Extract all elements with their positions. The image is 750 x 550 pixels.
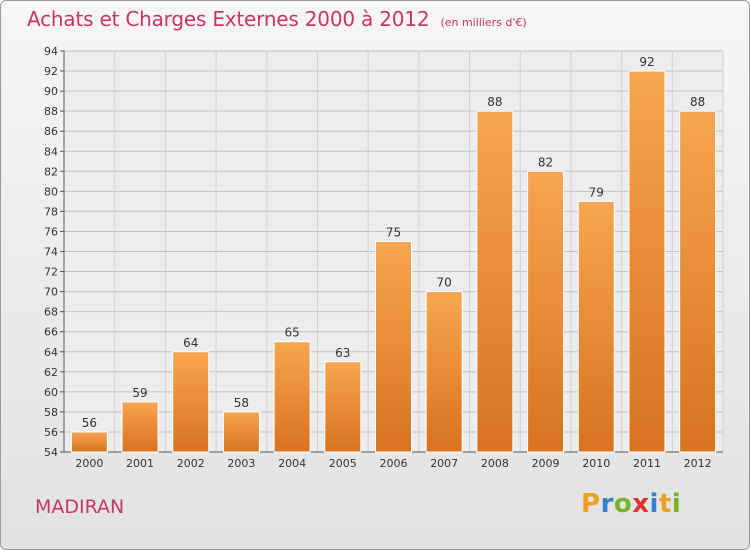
y-tick-label: 86	[44, 125, 58, 138]
proxiti-logo[interactable]: Proxiti	[581, 489, 681, 519]
chart-title: Achats et Charges Externes 2000 à 2012	[27, 7, 430, 31]
bar-value-label: 58	[234, 396, 249, 410]
bar	[273, 341, 311, 453]
y-tick-label: 54	[44, 446, 58, 459]
bar	[121, 401, 159, 453]
x-tick-label: 2001	[126, 457, 154, 470]
x-tick-label: 2011	[633, 457, 661, 470]
y-tick-label: 62	[44, 366, 58, 379]
x-tick-label: 2007	[430, 457, 458, 470]
bar	[679, 110, 717, 453]
y-tick-label: 66	[44, 326, 58, 339]
y-tick-label: 76	[44, 225, 58, 238]
title-row: Achats et Charges Externes 2000 à 2012 (…	[27, 7, 527, 31]
logo-letter: x	[632, 489, 650, 519]
x-tick-label: 2003	[227, 457, 255, 470]
y-tick-label: 82	[44, 165, 58, 178]
logo-letter: t	[658, 489, 672, 519]
bar	[527, 170, 565, 453]
y-tick-label: 92	[44, 65, 58, 78]
y-tick-label: 74	[44, 246, 58, 259]
logo-letter: o	[613, 489, 633, 519]
bar-value-label: 63	[335, 346, 350, 360]
y-tick-label: 64	[44, 346, 58, 359]
bar	[70, 431, 108, 453]
bar	[324, 361, 362, 453]
y-tick-label: 60	[44, 386, 58, 399]
y-tick-label: 80	[44, 185, 58, 198]
y-tick-label: 56	[44, 426, 58, 439]
bar-value-label: 59	[132, 386, 147, 400]
bar-value-label: 88	[690, 95, 705, 109]
bar-value-label: 79	[589, 185, 604, 199]
y-tick-label: 70	[44, 286, 58, 299]
logo-letter: i	[671, 489, 682, 519]
bar-value-label: 64	[183, 336, 198, 350]
x-tick-label: 2002	[177, 457, 205, 470]
bar-value-label: 92	[639, 55, 654, 69]
x-tick-label: 2006	[380, 457, 408, 470]
bar	[172, 351, 210, 453]
x-tick-label: 2012	[684, 457, 712, 470]
x-tick-label: 2009	[532, 457, 560, 470]
logo-letter: r	[600, 489, 614, 519]
x-tick-label: 2004	[278, 457, 306, 470]
bar	[628, 70, 666, 453]
y-tick-label: 84	[44, 145, 58, 158]
logo-letter: P	[581, 489, 601, 519]
bar-value-label: 88	[487, 95, 502, 109]
bar-value-label: 56	[82, 416, 97, 430]
y-tick-label: 68	[44, 306, 58, 319]
y-tick-label: 94	[44, 45, 58, 58]
x-tick-label: 2005	[329, 457, 357, 470]
bar-value-label: 65	[284, 326, 299, 340]
y-tick-label: 72	[44, 266, 58, 279]
x-tick-label: 2000	[75, 457, 103, 470]
bar-value-label: 82	[538, 155, 553, 169]
chart-subtitle: (en milliers d'€)	[440, 16, 527, 29]
bar	[222, 411, 260, 453]
town-name: MADIRAN	[35, 496, 125, 518]
y-tick-label: 58	[44, 406, 58, 419]
y-tick-label: 88	[44, 105, 58, 118]
logo-letter: i	[649, 489, 659, 519]
y-tick-label: 90	[44, 85, 58, 98]
bar	[375, 240, 412, 453]
bar	[476, 110, 514, 453]
bar	[425, 291, 463, 453]
y-tick-label: 78	[44, 205, 58, 218]
x-tick-label: 2010	[582, 457, 610, 470]
x-tick-label: 2008	[481, 457, 509, 470]
bar-value-label: 70	[437, 276, 452, 290]
bar	[577, 200, 615, 453]
bar-value-label: 75	[386, 225, 401, 239]
